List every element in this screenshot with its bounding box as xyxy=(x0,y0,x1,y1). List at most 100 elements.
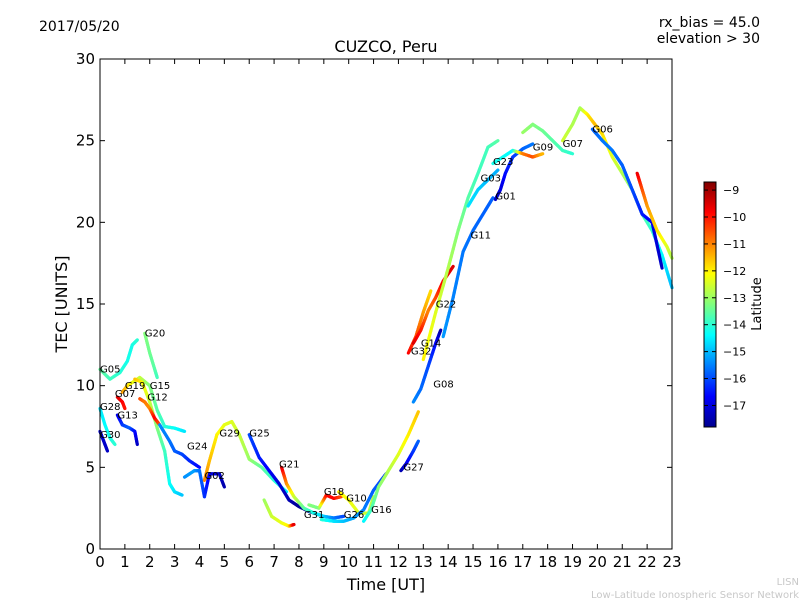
series-g09 xyxy=(521,122,575,156)
series-g27 xyxy=(399,439,420,473)
trace-segment xyxy=(495,168,500,173)
x-tick-label: 18 xyxy=(538,553,557,571)
colorbar: −9 −10 −11 −12 −13 −14 −15 −16 −17 Latitude xyxy=(703,181,765,428)
plot-data-layer xyxy=(98,106,674,528)
x-tick-label: 3 xyxy=(170,553,180,571)
x-tick-label: 8 xyxy=(294,553,304,571)
x-tick-label: 14 xyxy=(439,553,458,571)
series-g06 xyxy=(590,127,664,270)
trace-segment xyxy=(196,465,202,469)
colorbar-tick-label: −11 xyxy=(723,238,746,251)
y-axis-title: TEC [UNITS] xyxy=(52,256,71,354)
series-g28 xyxy=(98,406,117,447)
satellite-label: G01 xyxy=(495,191,515,202)
x-tick-label: 21 xyxy=(613,553,632,571)
satellite-label: G30 xyxy=(100,430,120,441)
trace-segment xyxy=(283,489,289,494)
satellite-label: G29 xyxy=(219,428,239,439)
x-tick-label: 6 xyxy=(244,553,254,571)
satellite-label: G16 xyxy=(371,505,391,516)
series-g14 xyxy=(411,264,455,345)
x-tick-label: 22 xyxy=(638,553,657,571)
y-tick-label: 25 xyxy=(76,132,95,150)
satellite-label: G21 xyxy=(279,459,299,470)
series-g11 xyxy=(441,196,495,339)
series-g23 xyxy=(491,148,545,166)
y-tick-label: 0 xyxy=(85,540,95,558)
trace-segment xyxy=(450,264,455,270)
x-tick-label: 17 xyxy=(513,553,532,571)
colorbar-tick-label: −17 xyxy=(723,399,746,412)
x-tick-label: 13 xyxy=(414,553,433,571)
series-g15 xyxy=(133,377,184,497)
x-tick-label: 12 xyxy=(389,553,408,571)
series-g22 xyxy=(421,139,500,362)
satellite-label: G18 xyxy=(324,487,344,498)
x-tick-label: 10 xyxy=(339,553,358,571)
series-g02 xyxy=(182,469,226,499)
x-tick-label: 16 xyxy=(488,553,507,571)
satellite-label: G15 xyxy=(150,381,170,392)
footer-network: Low-Latitude Ionospheric Sensor Network xyxy=(591,590,799,600)
series-g01 xyxy=(493,142,535,202)
trace-segment xyxy=(495,139,500,143)
satellite-label: G25 xyxy=(249,428,269,439)
x-tick-label: 15 xyxy=(463,553,482,571)
colorbar-tick-label: −14 xyxy=(723,319,746,332)
x-tick-label: 1 xyxy=(120,553,130,571)
rx-bias-label: rx_bias = 45.0 xyxy=(659,15,760,31)
colorbar-label: Latitude xyxy=(750,277,765,331)
satellite-label: G07 xyxy=(563,139,583,150)
x-tick-label: 4 xyxy=(195,553,205,571)
satellite-label: G06 xyxy=(592,125,612,136)
y-tick-label: 15 xyxy=(76,295,95,313)
colorbar-tick-label: −12 xyxy=(723,265,746,278)
satellite-label: G14 xyxy=(421,338,441,349)
colorbar-tick-label: −16 xyxy=(723,373,746,386)
trace-segment xyxy=(415,410,420,416)
x-tick-label: 9 xyxy=(319,553,329,571)
satellite-label: G10 xyxy=(346,494,366,505)
satellite-label: G23 xyxy=(493,157,513,168)
colorbar-ticks: −9 −10 −11 −12 −13 −14 −15 −16 −17 xyxy=(704,184,746,412)
colorbar-tick-label: −10 xyxy=(723,211,746,224)
chart-title: CUZCO, Peru xyxy=(334,37,437,56)
x-tick-label: 19 xyxy=(563,553,582,571)
satellite-label: G02 xyxy=(204,471,224,482)
series-g18 xyxy=(307,493,343,510)
series-g19 xyxy=(120,375,187,433)
series-g07 xyxy=(560,106,674,290)
x-axis: 0 1 2 3 4 5 6 7 8 9 10 11 12 13 14 15 16 17 18 19 20 21 22 23 xyxy=(95,59,682,571)
series-g12 xyxy=(138,397,162,427)
x-tick-label: 2 xyxy=(145,553,155,571)
satellite-label: G22 xyxy=(436,299,456,310)
y-axis: 0 5 10 15 20 25 30 xyxy=(76,50,672,558)
satellite-label: G24 xyxy=(187,441,207,452)
satellite-label: G08 xyxy=(433,379,453,390)
satellite-label: G09 xyxy=(533,142,553,153)
date-label: 2017/05/20 xyxy=(39,19,120,35)
colorbar-gradient xyxy=(703,181,717,428)
x-tick-label: 23 xyxy=(662,553,681,571)
y-tick-label: 20 xyxy=(76,213,95,231)
trace-segment xyxy=(659,261,664,270)
colorbar-tick-label: −13 xyxy=(723,292,746,305)
satellite-label: G31 xyxy=(304,510,324,521)
trace-segment xyxy=(490,196,495,202)
series-g13 xyxy=(115,413,139,447)
satellite-label: G27 xyxy=(403,463,423,474)
x-tick-label: 11 xyxy=(364,553,383,571)
series-g07 xyxy=(115,395,127,411)
series-g31 xyxy=(262,498,296,528)
satellite-label: G03 xyxy=(481,174,501,185)
satellite-label: G13 xyxy=(117,410,137,421)
series-g05 xyxy=(98,338,139,381)
series-g03 xyxy=(466,168,500,208)
satellite-label: G12 xyxy=(147,392,167,403)
elevation-label: elevation > 30 xyxy=(657,31,760,47)
y-tick-label: 5 xyxy=(85,458,95,476)
colorbar-tick-label: −9 xyxy=(723,184,739,197)
satellite-label: G19 xyxy=(125,381,145,392)
